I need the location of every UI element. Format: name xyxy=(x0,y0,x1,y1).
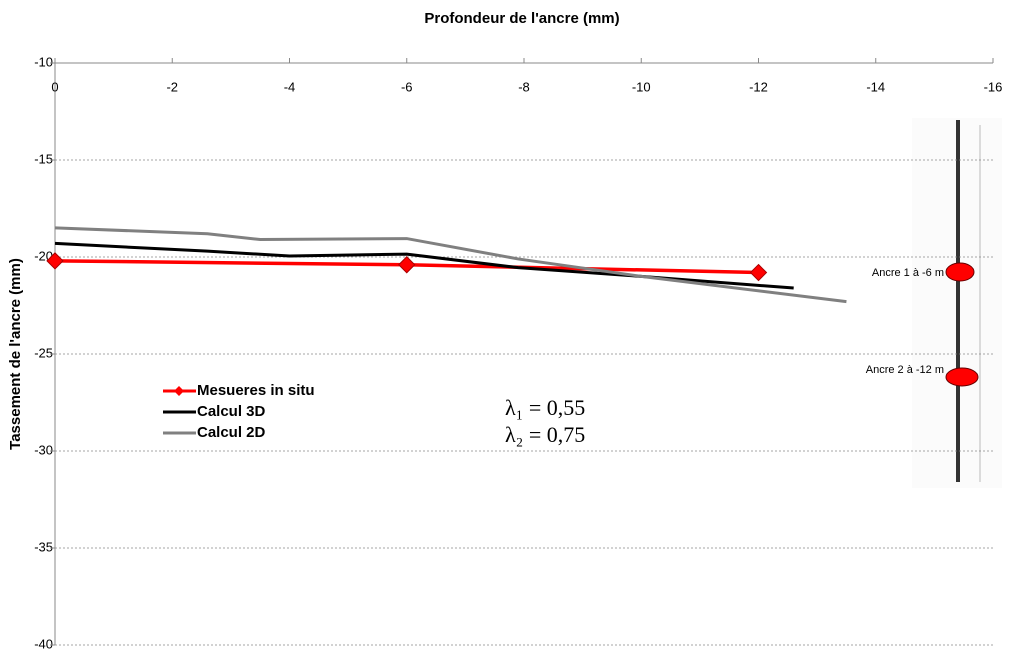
marker xyxy=(749,263,768,282)
x-tick-label: -14 xyxy=(866,79,885,94)
x-tick-label: -6 xyxy=(401,79,413,94)
anchor-2 xyxy=(945,367,979,387)
marker xyxy=(46,252,64,270)
legend-label: Mesueres in situ xyxy=(197,382,315,399)
y-tick-label: -35 xyxy=(34,539,53,554)
x-tick-label: 0 xyxy=(51,79,58,94)
y-axis-label: Tassement de l'ancre (mm) xyxy=(7,258,24,450)
y-tick-label: -40 xyxy=(34,636,53,651)
annotation: λ₂ = 0,75 xyxy=(505,422,585,447)
chart-title: Profondeur de l'ancre (mm) xyxy=(424,10,619,27)
anchor-diagram xyxy=(912,118,1002,488)
y-tick-label: -15 xyxy=(34,151,53,166)
x-tick-label: -2 xyxy=(166,79,178,94)
x-tick-label: -12 xyxy=(749,79,768,94)
anchor-1 xyxy=(945,262,975,282)
legend-label: Calcul 2D xyxy=(197,424,266,441)
x-tick-label: -8 xyxy=(518,79,530,94)
annotation: Ancre 2 à -12 m xyxy=(866,364,944,376)
legend-label: Calcul 3D xyxy=(197,403,266,420)
x-tick-label: -10 xyxy=(632,79,651,94)
x-tick-label: -4 xyxy=(284,79,296,94)
annotation: Ancre 1 à -6 m xyxy=(872,267,944,279)
y-tick-label: -30 xyxy=(34,442,53,457)
y-tick-label: -10 xyxy=(34,54,53,69)
annotation: λ₁ = 0,55 xyxy=(505,395,585,420)
y-tick-label: -25 xyxy=(34,345,53,360)
annotation-bg xyxy=(495,392,635,460)
marker xyxy=(398,256,416,274)
series-line xyxy=(54,226,847,304)
x-tick-label: -16 xyxy=(984,79,1003,94)
legend-marker xyxy=(174,386,184,396)
